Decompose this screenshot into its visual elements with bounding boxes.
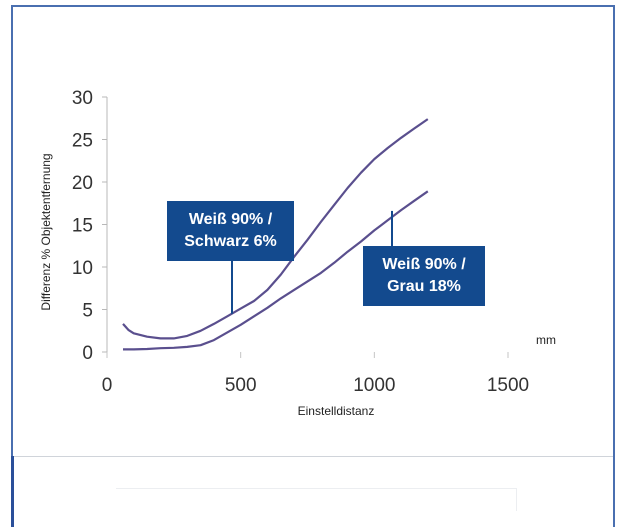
y-axis-title: Differenz % Objektentfernung	[39, 153, 53, 310]
y-tick-label: 0	[82, 343, 93, 364]
callout-label: Schwarz 6%	[184, 233, 276, 250]
callout-label: Grau 18%	[387, 278, 461, 295]
x-tick-label: 500	[225, 375, 257, 396]
frame-border-left	[11, 5, 13, 527]
series-line-1	[122, 118, 429, 340]
callout-2: Weiß 90% / Grau 18%	[363, 210, 485, 306]
frame-border-right	[613, 5, 615, 527]
y-tick-label: 20	[72, 173, 93, 194]
frame-accent	[11, 456, 14, 527]
y-tick-label: 10	[72, 258, 93, 279]
chart-callouts: Weiß 90% / Schwarz 6% Weiß 90% / Grau 18%	[167, 201, 485, 314]
callout-label: Weiß 90% /	[189, 211, 273, 228]
chart-axes: 0 5 10 15 20 25 30 0 500 1000 1500	[72, 88, 529, 396]
chart-series	[122, 118, 429, 351]
x-axis-title: Einstelldistanz	[298, 404, 375, 418]
y-tick-label: 25	[72, 131, 93, 152]
frame-divider	[13, 456, 613, 457]
x-tick-label: 0	[102, 375, 113, 396]
y-tick-label: 5	[82, 301, 93, 322]
callout-1: Weiß 90% / Schwarz 6%	[167, 201, 294, 314]
x-tick-label: 1500	[487, 375, 529, 396]
callout-box	[167, 201, 294, 261]
caption-box	[116, 488, 517, 511]
x-tick-label: 1000	[353, 375, 395, 396]
x-axis-unit: mm	[536, 333, 556, 347]
frame-border-top	[11, 5, 615, 7]
callout-box	[363, 246, 485, 306]
series-line-2	[123, 190, 429, 351]
y-tick-label: 30	[72, 88, 93, 109]
y-tick-label: 15	[72, 216, 93, 237]
callout-label: Weiß 90% /	[382, 256, 466, 273]
